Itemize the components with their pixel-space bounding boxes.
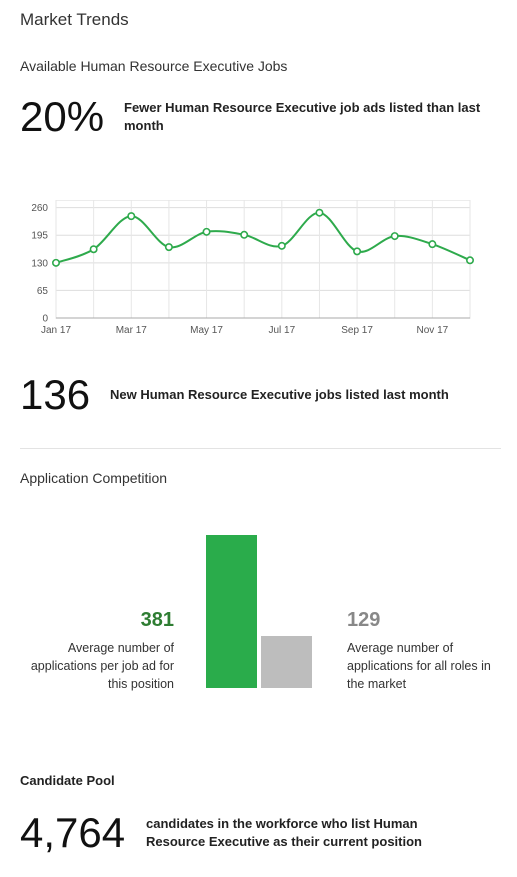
position-applications-value: 381 — [140, 609, 174, 631]
chart-data-point — [51, 258, 60, 267]
chart-data-point — [164, 243, 173, 252]
market-desc-line: Average number of — [347, 641, 454, 655]
chart-data-point — [277, 241, 286, 250]
chart-data-point — [428, 240, 437, 249]
position-desc-line: this position — [107, 677, 174, 691]
pool-desc: candidates in the workforce who list Hum… — [146, 816, 422, 849]
chart-grid — [55, 200, 471, 319]
market-desc-line: the market — [347, 677, 407, 691]
jobs-new-desc: New Human Resource Executive jobs listed… — [110, 387, 449, 402]
chart-data-point — [202, 227, 211, 236]
chart-x-tick-label: Jul 17 — [268, 325, 295, 336]
competition-title: Application Competition — [20, 470, 168, 486]
job-trend-chart: 0 65 130 195 260 Jan 17 Mar 17 May 17 Jul 17 Sep … — [31, 200, 474, 336]
chart-data-point — [353, 247, 362, 256]
chart-x-tick-label: Nov 17 — [417, 325, 449, 336]
chart-y-tick-label: 195 — [31, 231, 48, 242]
position-applications-bar — [206, 535, 257, 688]
jobs-new-count: 136 — [20, 371, 91, 418]
position-desc-line: Average number of — [67, 641, 174, 655]
jobs-change-value: 20% — [20, 93, 105, 140]
chart-y-tick-label: 260 — [31, 203, 48, 214]
pool-stat: 4,764 candidates in the workforce who li… — [20, 812, 446, 854]
chart-x-tick-label: Mar 17 — [116, 325, 148, 336]
chart-series-line — [55, 211, 471, 264]
chart-x-tick-label: Sep 17 — [341, 325, 373, 336]
chart-x-tick-label: Jan 17 — [41, 325, 71, 336]
chart-y-tick-label: 0 — [42, 314, 48, 325]
position-desc-line: applications per job ad for — [30, 659, 174, 673]
chart-plot-border — [55, 200, 471, 319]
chart-y-tick-label: 65 — [37, 286, 49, 297]
pool-count: 4,764 — [20, 809, 126, 856]
position-applications-desc: Average number of applications per job a… — [31, 639, 174, 693]
chart-data-point — [465, 256, 474, 265]
market-applications-value: 129 — [347, 609, 381, 631]
chart-data-point — [315, 208, 324, 217]
market-applications-bar — [261, 636, 312, 688]
section-divider — [20, 448, 501, 449]
jobs-subtitle: Available Human Resource Executive Jobs — [20, 58, 288, 74]
chart-x-tick-label: May 17 — [190, 325, 223, 336]
pool-title: Candidate Pool — [20, 773, 115, 788]
page-title: Market Trends — [20, 10, 129, 29]
chart-axes: 0 65 130 195 260 Jan 17 Mar 17 May 17 Jul 17 Sep … — [31, 203, 470, 336]
chart-series — [51, 208, 474, 267]
chart-data-point — [127, 212, 136, 221]
jobs-change-stat: 20% Fewer Human Resource Executive job a… — [20, 96, 494, 138]
chart-y-tick-label: 130 — [31, 258, 48, 269]
market-desc-line: applications for all roles in — [347, 659, 491, 673]
jobs-change-desc: Fewer Human Resource Executive job ads l… — [124, 100, 481, 133]
market-applications-desc: Average number of applications for all r… — [347, 639, 491, 693]
jobs-new-stat: 136 New Human Resource Executive jobs li… — [20, 374, 490, 416]
chart-data-point — [240, 230, 249, 239]
chart-data-point — [89, 245, 98, 254]
chart-data-point — [390, 232, 399, 241]
